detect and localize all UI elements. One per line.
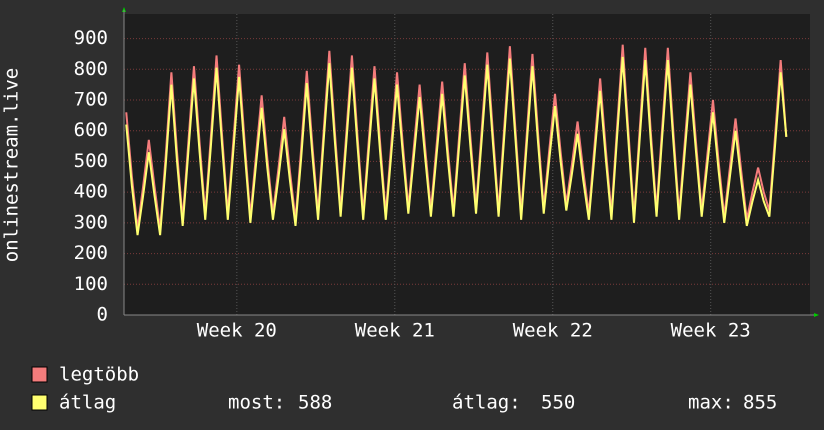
legend-swatch: [31, 366, 48, 383]
y-tick-label: 600: [74, 119, 108, 141]
x-tick-label: Week 22: [513, 320, 593, 342]
y-tick-label: 300: [74, 211, 108, 233]
axis-arrow: [122, 7, 126, 12]
y-tick-label: 200: [74, 242, 108, 264]
stat-value: 550: [541, 392, 575, 414]
y-tick-label: 100: [74, 273, 108, 295]
x-tick-label: Week 23: [671, 320, 751, 342]
x-tick-label: Week 21: [355, 320, 435, 342]
plot-area: [124, 14, 810, 315]
series-line: [125, 56, 788, 236]
y-tick-label: 400: [74, 181, 108, 203]
y-axis-label: onlinestream.live: [1, 68, 23, 262]
y-tick-label: 500: [74, 150, 108, 172]
stat-label: max:: [688, 392, 734, 414]
legend-label: legtöbb: [59, 364, 139, 386]
y-tick-label: 800: [74, 58, 108, 80]
legend-label: átlag: [59, 392, 116, 414]
y-tick-label: 0: [97, 304, 108, 326]
stat-value: 588: [298, 392, 332, 414]
legend-swatch: [31, 394, 48, 411]
y-tick-label: 700: [74, 89, 108, 111]
stat-label: most:: [228, 392, 285, 414]
stat-value: 855: [743, 392, 777, 414]
y-tick-label: 900: [74, 27, 108, 49]
stat-label: átlag:: [452, 392, 521, 414]
x-tick-label: Week 20: [197, 320, 277, 342]
axis-arrow: [814, 313, 819, 317]
